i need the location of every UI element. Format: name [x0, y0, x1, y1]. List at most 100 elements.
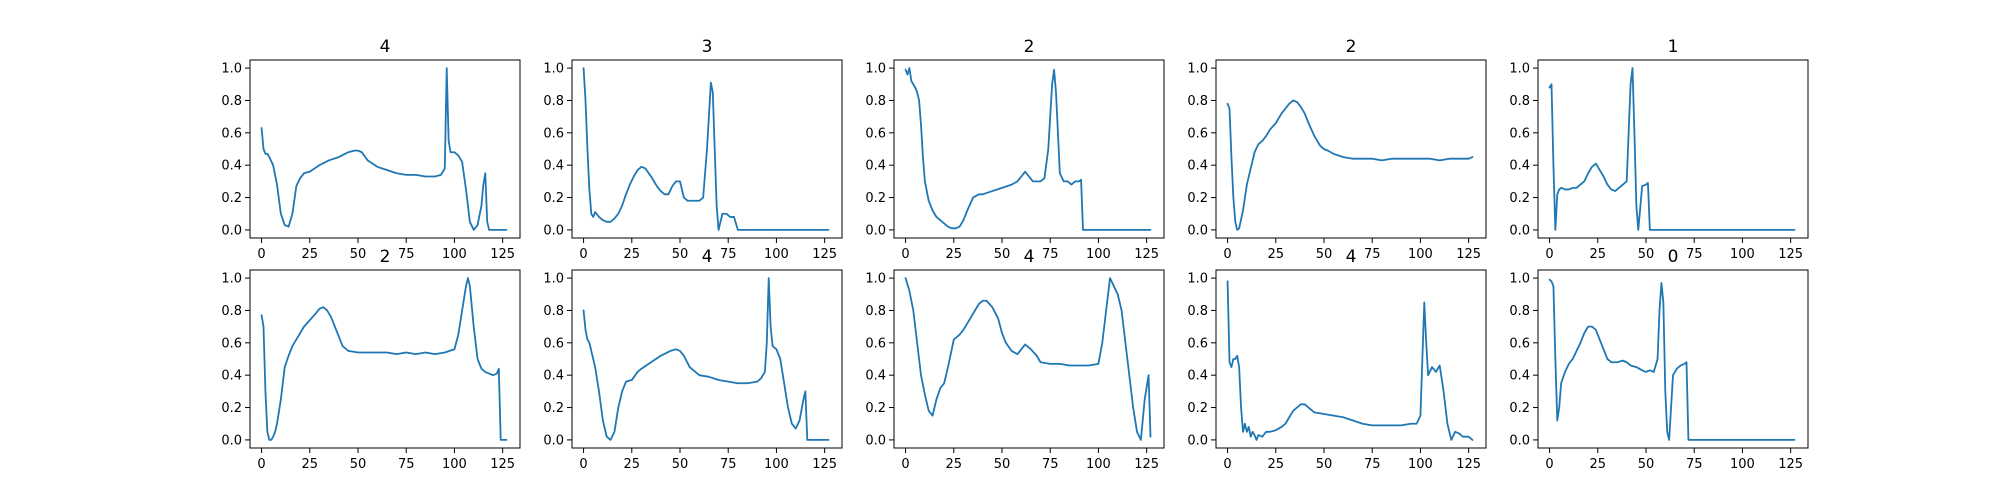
x-tick-label: 25: [946, 247, 963, 262]
y-tick-label: 0.6: [543, 336, 564, 351]
x-tick-label: 0: [1223, 247, 1231, 262]
x-tick-label: 25: [946, 457, 963, 472]
subplot-3: 2 0 25 50 75 100 125 0.0 0.2 0.4 0.6 0.8 1.0: [865, 37, 1165, 262]
y-tick-label: 0.4: [1187, 369, 1208, 384]
subplot-title: 4: [1346, 247, 1357, 267]
y-tick-label: 0.2: [865, 191, 886, 206]
x-tick-label: 75: [398, 247, 415, 262]
y-tick-label: 0.0: [865, 223, 886, 238]
x-tick-label: 100: [764, 247, 789, 262]
y-tick-label: 1.0: [865, 62, 886, 77]
y-tick-label: 0.6: [865, 336, 886, 351]
series-line: [582, 67, 830, 231]
y-tick-label: 0.4: [1509, 369, 1530, 384]
y-tick-label: 0.8: [1187, 304, 1208, 319]
subplot-title: 2: [1346, 37, 1357, 57]
y-tick-label: 0.4: [865, 369, 886, 384]
series-line: [1226, 99, 1474, 231]
y-tick-label: 0.8: [221, 304, 242, 319]
x-tick-label: 50: [1316, 247, 1333, 262]
y-tick-label: 0.6: [221, 126, 242, 141]
axes-frame: [249, 269, 521, 449]
y-tick-label: 0.4: [543, 159, 564, 174]
axes-frame: [571, 59, 843, 239]
series-line: [904, 277, 1152, 441]
subplot-title: 1: [1668, 37, 1679, 57]
x-tick-label: 125: [812, 247, 837, 262]
y-tick-label: 0.4: [543, 369, 564, 384]
x-tick-label: 50: [1316, 457, 1333, 472]
y-tick-label: 0.0: [543, 433, 564, 448]
subplot-7: 4 0 25 50 75 100 125 0.0 0.2 0.4 0.6 0.8 1.0: [543, 247, 843, 472]
x-tick-label: 0: [257, 247, 265, 262]
y-tick-label: 0.2: [1187, 401, 1208, 416]
y-tick-label: 0.4: [1509, 159, 1530, 174]
subplot-9: 4 0 25 50 75 100 125 0.0 0.2 0.4 0.6 0.8 1.0: [1187, 247, 1487, 472]
y-tick-label: 0.0: [1187, 223, 1208, 238]
x-tick-label: 75: [1364, 247, 1381, 262]
y-tick-label: 1.0: [221, 272, 242, 287]
x-tick-label: 0: [579, 247, 587, 262]
subplot-title: 3: [702, 37, 713, 57]
y-tick-label: 0.6: [1187, 126, 1208, 141]
y-tick-label: 0.2: [1187, 191, 1208, 206]
subplot-4: 2 0 25 50 75 100 125 0.0 0.2 0.4 0.6 0.8 1.0: [1187, 37, 1487, 262]
x-tick-label: 25: [624, 457, 641, 472]
y-tick-label: 0.0: [1187, 433, 1208, 448]
y-tick-label: 0.2: [221, 401, 242, 416]
x-tick-label: 125: [1134, 457, 1159, 472]
x-tick-label: 125: [1456, 247, 1481, 262]
x-tick-label: 25: [624, 247, 641, 262]
x-tick-label: 25: [1268, 247, 1285, 262]
series-line: [582, 277, 830, 441]
y-tick-label: 0.8: [1509, 304, 1530, 319]
y-tick-label: 0.6: [1509, 336, 1530, 351]
y-tick-label: 1.0: [1509, 62, 1530, 77]
x-tick-label: 0: [901, 247, 909, 262]
x-tick-label: 50: [350, 247, 367, 262]
subplot-8: 4 0 25 50 75 100 125 0.0 0.2 0.4 0.6 0.8 1.0: [865, 247, 1165, 472]
y-tick-label: 0.0: [1509, 223, 1530, 238]
subplot-1: 4 0 25 50 75 100 125 0.0 0.2 0.4 0.6 0.8 1.0: [221, 37, 521, 262]
x-tick-label: 25: [1268, 457, 1285, 472]
x-tick-label: 100: [1086, 247, 1111, 262]
x-tick-label: 50: [994, 457, 1011, 472]
y-tick-label: 0.0: [221, 433, 242, 448]
x-tick-label: 75: [1364, 457, 1381, 472]
subplot-2: 3 0 25 50 75 100 125 0.0 0.2 0.4 0.6 0.8 1.0: [543, 37, 843, 262]
x-tick-label: 125: [1456, 457, 1481, 472]
series-line: [260, 67, 508, 231]
x-tick-label: 50: [1638, 247, 1655, 262]
y-tick-label: 1.0: [543, 272, 564, 287]
y-tick-label: 0.8: [865, 94, 886, 109]
x-tick-label: 50: [672, 457, 689, 472]
x-tick-label: 25: [302, 457, 319, 472]
x-tick-label: 75: [720, 247, 737, 262]
subplot-title: 2: [380, 247, 391, 267]
y-tick-label: 0.0: [1509, 433, 1530, 448]
x-tick-label: 50: [1638, 457, 1655, 472]
x-tick-label: 75: [398, 457, 415, 472]
y-tick-label: 0.8: [865, 304, 886, 319]
x-tick-label: 75: [1686, 457, 1703, 472]
y-tick-label: 1.0: [1509, 272, 1530, 287]
subplot-10: 0 0 25 50 75 100 125 0.0 0.2 0.4 0.6 0.8 1.0: [1509, 247, 1809, 472]
x-tick-label: 100: [1730, 247, 1755, 262]
y-tick-label: 0.6: [221, 336, 242, 351]
x-tick-label: 125: [1778, 457, 1803, 472]
x-tick-label: 125: [490, 457, 515, 472]
y-tick-label: 0.0: [221, 223, 242, 238]
x-tick-label: 100: [1086, 457, 1111, 472]
axes-frame: [249, 59, 521, 239]
y-tick-label: 1.0: [865, 272, 886, 287]
subplot-title: 4: [702, 247, 713, 267]
subplot-title: 2: [1024, 37, 1035, 57]
subplot-5: 1 0 25 50 75 100 125 0.0 0.2 0.4 0.6 0.8 1.0: [1509, 37, 1809, 262]
x-tick-label: 0: [579, 457, 587, 472]
x-tick-label: 25: [302, 247, 319, 262]
x-tick-label: 25: [1590, 247, 1607, 262]
y-tick-label: 0.2: [543, 401, 564, 416]
x-tick-label: 0: [1223, 457, 1231, 472]
y-tick-label: 0.2: [1509, 191, 1530, 206]
y-tick-label: 0.4: [221, 369, 242, 384]
